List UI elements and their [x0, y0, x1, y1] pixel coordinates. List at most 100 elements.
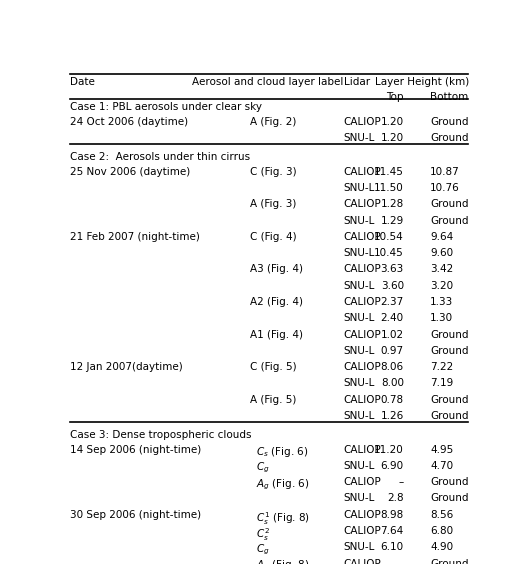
Text: Case 3: Dense tropospheric clouds: Case 3: Dense tropospheric clouds: [70, 430, 251, 440]
Text: $C_g$: $C_g$: [256, 543, 270, 557]
Text: 11.50: 11.50: [374, 183, 404, 193]
Text: 8.00: 8.00: [381, 378, 404, 389]
Text: C (Fig. 5): C (Fig. 5): [250, 362, 297, 372]
Text: 6.10: 6.10: [380, 543, 404, 552]
Text: SNU-L: SNU-L: [344, 313, 375, 323]
Text: 4.90: 4.90: [430, 543, 453, 552]
Text: 21 Feb 2007 (night-time): 21 Feb 2007 (night-time): [70, 232, 200, 242]
Text: 2.8: 2.8: [387, 494, 404, 504]
Text: CALIOP: CALIOP: [344, 329, 381, 340]
Text: 1.33: 1.33: [430, 297, 453, 307]
Text: Bottom: Bottom: [430, 91, 468, 102]
Text: 9.64: 9.64: [430, 232, 453, 242]
Text: Lidar: Lidar: [344, 77, 370, 87]
Text: SNU-L: SNU-L: [344, 411, 375, 421]
Text: $C_s^1$ (Fig. 8): $C_s^1$ (Fig. 8): [256, 510, 310, 527]
Text: 25 Nov 2006 (daytime): 25 Nov 2006 (daytime): [70, 167, 190, 177]
Text: 10.54: 10.54: [374, 232, 404, 242]
Text: SNU-L: SNU-L: [344, 494, 375, 504]
Text: Ground: Ground: [430, 395, 468, 405]
Text: A3 (Fig. 4): A3 (Fig. 4): [250, 265, 303, 275]
Text: CALIOP: CALIOP: [344, 117, 381, 127]
Text: 7.19: 7.19: [430, 378, 453, 389]
Text: A2 (Fig. 4): A2 (Fig. 4): [250, 297, 303, 307]
Text: 24 Oct 2006 (daytime): 24 Oct 2006 (daytime): [70, 117, 188, 127]
Text: 12 Jan 2007(daytime): 12 Jan 2007(daytime): [70, 362, 182, 372]
Text: 10.76: 10.76: [430, 183, 460, 193]
Text: Ground: Ground: [430, 411, 468, 421]
Text: 3.42: 3.42: [430, 265, 453, 275]
Text: 2.40: 2.40: [380, 313, 404, 323]
Text: 8.56: 8.56: [430, 510, 453, 520]
Text: SNU-L: SNU-L: [344, 281, 375, 290]
Text: 7.22: 7.22: [430, 362, 453, 372]
Text: A (Fig. 3): A (Fig. 3): [250, 199, 297, 209]
Text: Ground: Ground: [430, 133, 468, 143]
Text: A1 (Fig. 4): A1 (Fig. 4): [250, 329, 303, 340]
Text: SNU-L: SNU-L: [344, 215, 375, 226]
Text: CALIOP: CALIOP: [344, 199, 381, 209]
Text: 1.29: 1.29: [380, 215, 404, 226]
Text: 14 Sep 2006 (night-time): 14 Sep 2006 (night-time): [70, 444, 201, 455]
Text: Date: Date: [70, 77, 94, 87]
Text: 7.64: 7.64: [380, 526, 404, 536]
Text: 0.78: 0.78: [380, 395, 404, 405]
Text: 1.26: 1.26: [380, 411, 404, 421]
Text: SNU-L: SNU-L: [344, 378, 375, 389]
Text: $A_g$ (Fig. 8): $A_g$ (Fig. 8): [256, 558, 310, 564]
Text: 6.90: 6.90: [380, 461, 404, 471]
Text: Aerosol and cloud layer label: Aerosol and cloud layer label: [192, 77, 343, 87]
Text: 1.30: 1.30: [430, 313, 453, 323]
Text: 10.87: 10.87: [430, 167, 460, 177]
Text: 3.60: 3.60: [380, 281, 404, 290]
Text: A (Fig. 2): A (Fig. 2): [250, 117, 297, 127]
Text: 3.20: 3.20: [430, 281, 453, 290]
Text: 10.45: 10.45: [374, 248, 404, 258]
Text: C (Fig. 3): C (Fig. 3): [250, 167, 297, 177]
Text: Ground: Ground: [430, 215, 468, 226]
Text: SNU-L: SNU-L: [344, 543, 375, 552]
Text: 11.20: 11.20: [374, 444, 404, 455]
Text: CALIOP: CALIOP: [344, 477, 381, 487]
Text: SNU-L: SNU-L: [344, 183, 375, 193]
Text: 30 Sep 2006 (night-time): 30 Sep 2006 (night-time): [70, 510, 201, 520]
Text: CALIOP: CALIOP: [344, 167, 381, 177]
Text: CALIOP: CALIOP: [344, 297, 381, 307]
Text: A (Fig. 5): A (Fig. 5): [250, 395, 297, 405]
Text: $A_g$ (Fig. 6): $A_g$ (Fig. 6): [256, 477, 310, 492]
Text: CALIOP: CALIOP: [344, 232, 381, 242]
Text: 4.95: 4.95: [430, 444, 453, 455]
Text: SNU-L: SNU-L: [344, 248, 375, 258]
Text: 1.20: 1.20: [380, 117, 404, 127]
Text: SNU-L: SNU-L: [344, 461, 375, 471]
Text: $C_g$: $C_g$: [256, 461, 270, 475]
Text: $C_s^2$: $C_s^2$: [256, 526, 270, 543]
Text: CALIOP: CALIOP: [344, 558, 381, 564]
Text: –: –: [399, 477, 404, 487]
Text: –: –: [399, 558, 404, 564]
Text: C (Fig. 4): C (Fig. 4): [250, 232, 297, 242]
Text: 11.45: 11.45: [374, 167, 404, 177]
Text: 1.28: 1.28: [380, 199, 404, 209]
Text: 9.60: 9.60: [430, 248, 453, 258]
Text: CALIOP: CALIOP: [344, 526, 381, 536]
Text: Ground: Ground: [430, 477, 468, 487]
Text: 8.06: 8.06: [380, 362, 404, 372]
Text: Ground: Ground: [430, 329, 468, 340]
Text: Case 2:  Aerosols under thin cirrus: Case 2: Aerosols under thin cirrus: [70, 152, 249, 162]
Text: $C_s$ (Fig. 6): $C_s$ (Fig. 6): [256, 444, 309, 459]
Text: CALIOP: CALIOP: [344, 510, 381, 520]
Text: SNU-L: SNU-L: [344, 133, 375, 143]
Text: SNU-L: SNU-L: [344, 346, 375, 356]
Text: 6.80: 6.80: [430, 526, 453, 536]
Text: 2.37: 2.37: [380, 297, 404, 307]
Text: Ground: Ground: [430, 199, 468, 209]
Text: 1.20: 1.20: [380, 133, 404, 143]
Text: Top: Top: [386, 91, 404, 102]
Text: Layer Height (km): Layer Height (km): [375, 77, 469, 87]
Text: CALIOP: CALIOP: [344, 395, 381, 405]
Text: Ground: Ground: [430, 346, 468, 356]
Text: CALIOP: CALIOP: [344, 265, 381, 275]
Text: 3.63: 3.63: [380, 265, 404, 275]
Text: CALIOP: CALIOP: [344, 444, 381, 455]
